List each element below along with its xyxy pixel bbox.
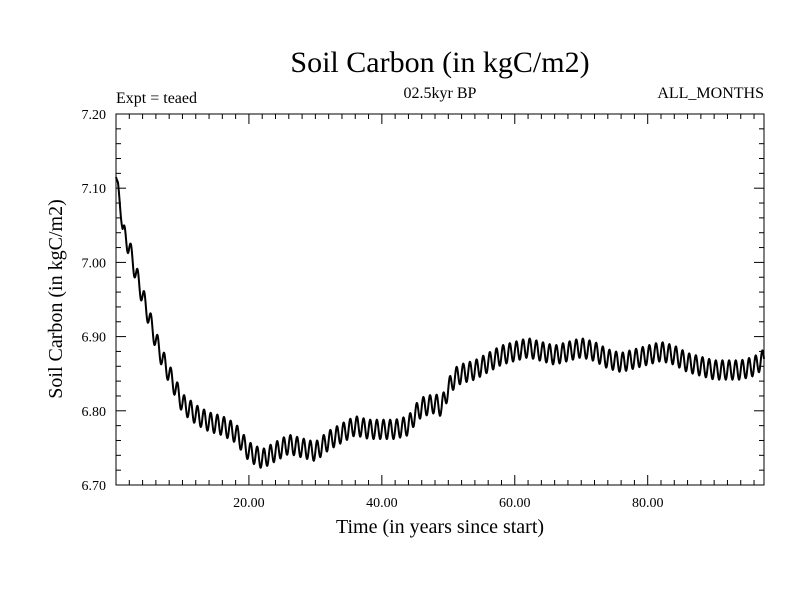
x-tick-label: 60.00: [499, 496, 531, 511]
x-axis-label: Time (in years since start): [336, 516, 544, 538]
x-tick-label: 80.00: [632, 496, 664, 511]
x-tick-label: 20.00: [233, 496, 265, 511]
months-label: ALL_MONTHS: [657, 85, 764, 102]
x-tick-label: 40.00: [366, 496, 398, 511]
y-tick-label: 7.00: [82, 256, 107, 271]
y-tick-label: 7.10: [82, 182, 107, 197]
x-tick-labels: 20.00 40.00 60.00 80.00: [233, 496, 663, 511]
y-tick-label: 6.80: [82, 405, 107, 420]
experiment-label: Expt = teaed: [116, 90, 197, 107]
plot-frame: [115, 113, 765, 486]
series-line-soil-carbon: [115, 176, 765, 469]
y-axis-label: Soil Carbon (in kgC/m2): [45, 199, 67, 398]
chart-subtitle: 02.5kyr BP: [404, 85, 477, 102]
y-tick-labels: 6.70 6.80 6.90 7.00 7.10 7.20: [82, 108, 107, 494]
chart-title: Soil Carbon (in kgC/m2): [290, 46, 589, 79]
y-tick-label: 6.90: [82, 331, 107, 346]
axis-ticks: [116, 113, 764, 486]
y-tick-label: 7.20: [82, 108, 107, 123]
y-tick-label: 6.70: [82, 479, 107, 494]
